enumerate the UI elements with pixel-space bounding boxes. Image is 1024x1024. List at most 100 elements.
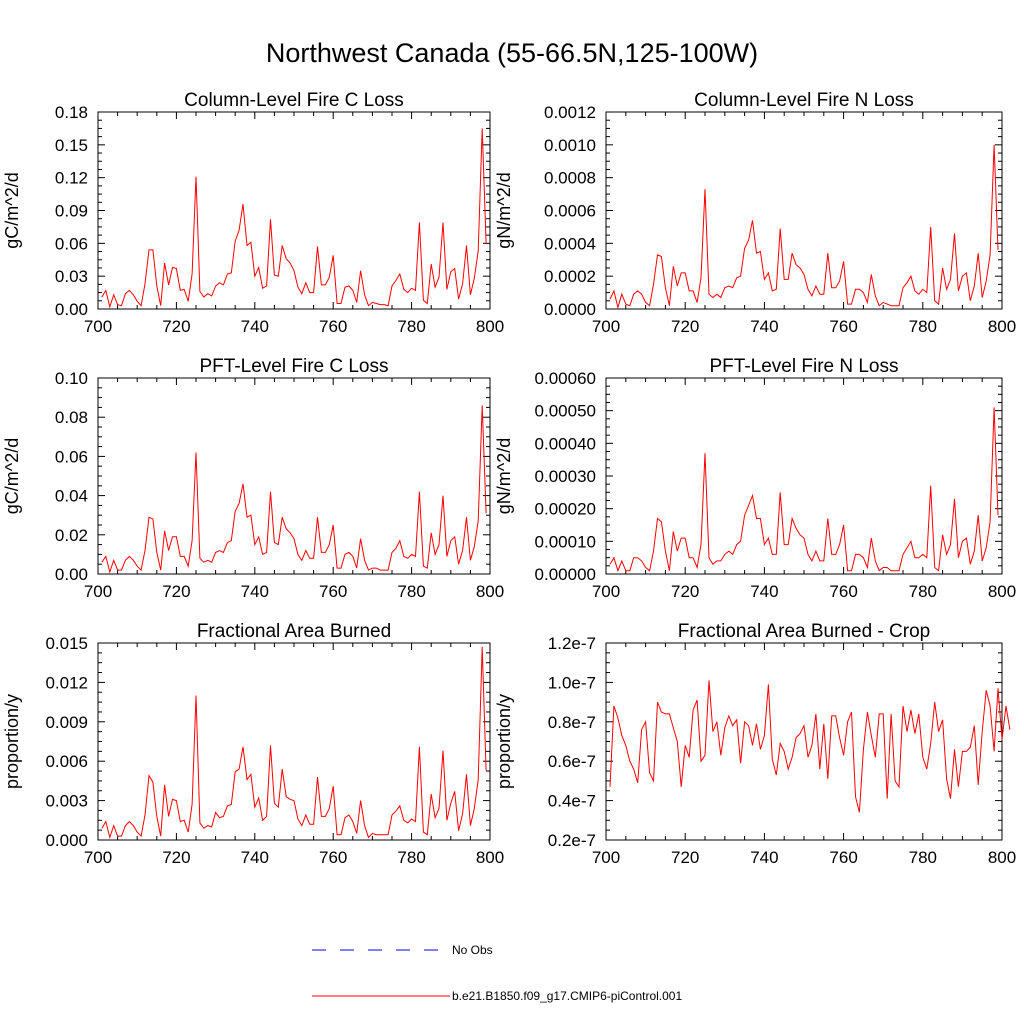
y-tick-label: 1.2e-7 bbox=[548, 634, 596, 653]
x-tick-label: 780 bbox=[397, 848, 425, 867]
plot-frame bbox=[97, 111, 491, 310]
x-tick-label: 780 bbox=[909, 582, 937, 601]
x-tick-label: 700 bbox=[592, 317, 620, 336]
series-line bbox=[609, 407, 999, 573]
y-tick-label: 1.0e-7 bbox=[548, 673, 596, 692]
series-line bbox=[609, 144, 999, 310]
x-tick-label: 760 bbox=[829, 317, 857, 336]
series-line bbox=[101, 646, 487, 840]
x-tick-label: 800 bbox=[476, 848, 504, 867]
y-tick-label: 0.00 bbox=[55, 565, 88, 584]
y-tick-label: 0.00010 bbox=[535, 532, 596, 551]
x-tick-label: 720 bbox=[671, 582, 699, 601]
panel-4: PFT-Level Fire N Loss 700 720 740 760 780 800 0… bbox=[494, 356, 1016, 601]
y-tick-label: 0.012 bbox=[45, 673, 88, 692]
panel-5: Fractional Area Burned 700 720 740 760 780 800… bbox=[2, 621, 504, 867]
y-tick-label: 0.0006 bbox=[544, 202, 596, 221]
x-tick-label: 780 bbox=[397, 582, 425, 601]
x-tick-label: 780 bbox=[909, 317, 937, 336]
y-tick-label: 0.00 bbox=[55, 300, 88, 319]
y-tick-label: 0.00050 bbox=[535, 402, 596, 421]
y-tick-label: 0.009 bbox=[45, 713, 88, 732]
x-tick-label: 760 bbox=[829, 848, 857, 867]
y-tick-label: 0.00040 bbox=[535, 434, 596, 453]
y-tick-label: 0.003 bbox=[45, 792, 88, 811]
y-tick-label: 0.6e-7 bbox=[548, 752, 596, 771]
y-tick-label: 0.02 bbox=[55, 526, 88, 545]
x-tick-label: 740 bbox=[750, 848, 778, 867]
y-tick-label: 0.0012 bbox=[544, 103, 596, 122]
x-tick-label: 740 bbox=[750, 582, 778, 601]
x-tick-label: 720 bbox=[162, 317, 190, 336]
y-tick-label: 0.06 bbox=[55, 234, 88, 253]
x-tick-label: 740 bbox=[241, 582, 269, 601]
series-line bbox=[101, 128, 487, 309]
y-axis-label: gC/m^2/d bbox=[2, 438, 22, 514]
plot-frame bbox=[97, 377, 491, 575]
y-tick-label: 0.18 bbox=[55, 103, 88, 122]
y-tick-label: 0.0004 bbox=[544, 234, 596, 253]
x-tick-label: 800 bbox=[988, 848, 1016, 867]
figure-title: Northwest Canada (55-66.5N,125-100W) bbox=[266, 38, 758, 68]
panels-group: Column-Level Fire C Loss 700 720 740 760 780 8… bbox=[2, 90, 1016, 867]
y-axis-label: gN/m^2/d bbox=[494, 438, 514, 514]
y-tick-label: 0.00030 bbox=[535, 467, 596, 486]
panel-6: Fractional Area Burned - Crop 700 720 740 76… bbox=[494, 621, 1016, 867]
x-tick-label: 800 bbox=[476, 582, 504, 601]
y-tick-label: 0.15 bbox=[55, 136, 88, 155]
y-tick-label: 0.0000 bbox=[544, 300, 596, 319]
y-tick-label: 0.12 bbox=[55, 169, 88, 188]
legend: No Obs b.e21.B1850.f09_g17.CMIP6-piContr… bbox=[312, 943, 682, 1003]
y-tick-label: 0.006 bbox=[45, 752, 88, 771]
x-tick-label: 740 bbox=[241, 317, 269, 336]
y-tick-label: 0.08 bbox=[55, 408, 88, 427]
x-tick-label: 760 bbox=[319, 317, 347, 336]
x-tick-label: 800 bbox=[988, 582, 1016, 601]
y-tick-label: 0.8e-7 bbox=[548, 713, 596, 732]
y-tick-label: 0.04 bbox=[55, 487, 88, 506]
x-tick-label: 700 bbox=[592, 848, 620, 867]
y-axis-label: gN/m^2/d bbox=[494, 172, 514, 248]
y-tick-label: 0.09 bbox=[55, 202, 88, 221]
y-tick-label: 0.2e-7 bbox=[548, 831, 596, 850]
panel-1: Column-Level Fire C Loss 700 720 740 760 780 8… bbox=[2, 90, 504, 336]
plot-frame bbox=[605, 377, 1003, 575]
y-axis-label: gC/m^2/d bbox=[2, 172, 22, 248]
legend-model-label: b.e21.B1850.f09_g17.CMIP6-piControl.001 bbox=[452, 989, 682, 1003]
series-line bbox=[101, 405, 487, 574]
panel-2: Column-Level Fire N Loss 700 720 740 760 780 8… bbox=[494, 90, 1016, 336]
y-tick-label: 0.00020 bbox=[535, 500, 596, 519]
panel-title: Fractional Area Burned - Crop bbox=[678, 621, 930, 642]
x-tick-label: 760 bbox=[319, 848, 347, 867]
y-tick-label: 0.10 bbox=[55, 369, 88, 388]
y-axis-label: proportion/y bbox=[2, 694, 22, 789]
y-tick-label: 0.0008 bbox=[544, 169, 596, 188]
y-tick-label: 0.03 bbox=[55, 267, 88, 286]
plot-frame bbox=[605, 111, 1003, 310]
x-tick-label: 700 bbox=[592, 582, 620, 601]
y-axis-label: proportion/y bbox=[494, 694, 514, 789]
x-tick-label: 780 bbox=[397, 317, 425, 336]
x-tick-label: 720 bbox=[162, 582, 190, 601]
y-tick-label: 0.0002 bbox=[544, 267, 596, 286]
x-tick-label: 800 bbox=[476, 317, 504, 336]
x-tick-label: 720 bbox=[671, 848, 699, 867]
x-tick-label: 720 bbox=[671, 317, 699, 336]
y-tick-label: 0.00060 bbox=[535, 369, 596, 388]
panel-title: Column-Level Fire C Loss bbox=[184, 90, 404, 111]
x-tick-label: 740 bbox=[241, 848, 269, 867]
panel-title: Column-Level Fire N Loss bbox=[694, 90, 914, 111]
y-tick-label: 0.000 bbox=[45, 831, 88, 850]
x-tick-label: 720 bbox=[162, 848, 190, 867]
panel-3: PFT-Level Fire C Loss 700 720 740 760 780 800 0… bbox=[2, 356, 504, 601]
panel-title: Fractional Area Burned bbox=[197, 621, 391, 642]
plot-frame bbox=[97, 642, 491, 841]
y-tick-label: 0.0010 bbox=[544, 136, 596, 155]
x-tick-label: 740 bbox=[750, 317, 778, 336]
x-tick-label: 760 bbox=[829, 582, 857, 601]
y-tick-label: 0.06 bbox=[55, 447, 88, 466]
x-tick-label: 780 bbox=[909, 848, 937, 867]
x-tick-label: 700 bbox=[84, 848, 112, 867]
y-tick-label: 0.4e-7 bbox=[548, 792, 596, 811]
